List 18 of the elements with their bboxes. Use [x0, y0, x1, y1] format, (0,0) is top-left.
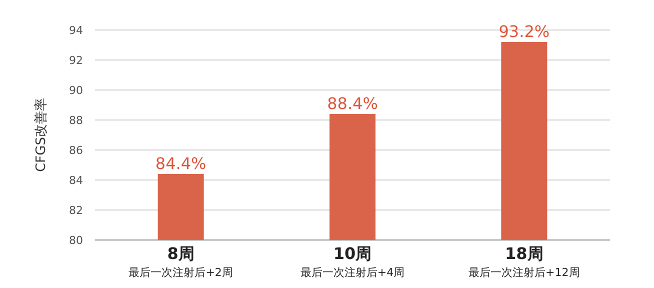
- y-tick-label: 88: [69, 114, 83, 127]
- y-tick-label: 80: [69, 234, 83, 247]
- x-tick-label: 8周: [167, 244, 194, 263]
- y-tick-label: 84: [69, 174, 83, 187]
- x-tick-label: 10周: [333, 244, 372, 263]
- y-tick-label: 92: [69, 54, 83, 67]
- text: 最后一次注射后+2周: [128, 266, 233, 279]
- y-tick-label: 82: [69, 204, 83, 217]
- data-label: 84.4%: [155, 154, 206, 173]
- text: 最后一次注射后+4周: [300, 266, 405, 279]
- y-tick-label: 90: [69, 84, 83, 97]
- text: 最后一次注射后+12周: [468, 266, 580, 279]
- y-tick-label: 86: [69, 144, 83, 157]
- y-axis-title: CFGS改善率: [33, 98, 49, 172]
- data-label: 88.4%: [327, 94, 378, 113]
- y-tick-label: 94: [69, 24, 83, 37]
- x-tick-label: 18周: [505, 244, 544, 263]
- data-label: 93.2%: [498, 22, 550, 41]
